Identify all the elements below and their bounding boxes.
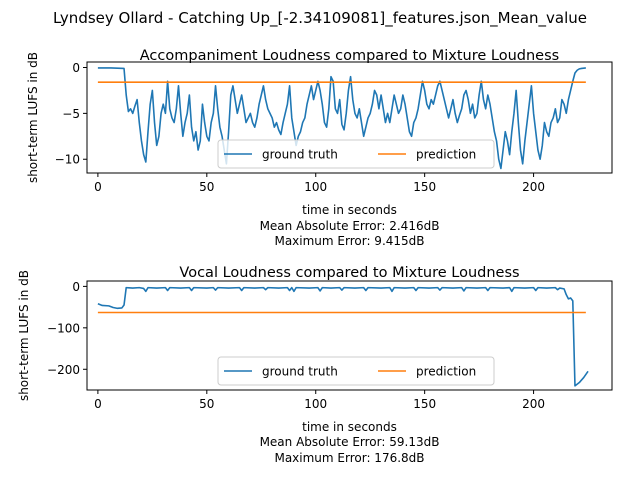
y-axis-label: short-term LUFS in dB xyxy=(26,52,40,183)
x-axis-label: time in seconds xyxy=(302,420,397,434)
plot-frame xyxy=(86,61,613,174)
y-tick-label: −200 xyxy=(47,363,80,377)
x-axis-label: time in seconds xyxy=(302,203,397,217)
mean-absolute-error: Mean Absolute Error: 59.13dB xyxy=(260,435,440,449)
maximum-error: Maximum Error: 9.415dB xyxy=(274,234,424,248)
figure-suptitle: Lyndsey Ollard - Catching Up_[-2.3410908… xyxy=(53,9,587,28)
legend: ground truth prediction xyxy=(217,356,495,386)
legend-box xyxy=(217,139,495,169)
y-axis-label: short-term LUFS in dB xyxy=(17,270,31,401)
chart-title: Vocal Loudness compared to Mixture Loudn… xyxy=(179,265,519,281)
x-tick-label: 50 xyxy=(199,180,214,194)
y-tick-label: −10 xyxy=(55,153,80,167)
series-line-ground-truth xyxy=(97,286,589,387)
x-tick-label: 200 xyxy=(522,180,545,194)
y-tick-label: 0 xyxy=(72,280,80,294)
y-tick-label: −100 xyxy=(47,321,80,335)
y-tick-label: 0 xyxy=(72,61,80,75)
legend-label-prediction: prediction xyxy=(416,148,476,162)
legend-label-prediction: prediction xyxy=(416,365,476,379)
x-tick-label: 150 xyxy=(413,397,436,411)
legend-label-ground-truth: ground truth xyxy=(262,148,338,162)
x-tick-label: 150 xyxy=(413,180,436,194)
legend: ground truth prediction xyxy=(217,139,495,169)
legend-label-ground-truth: ground truth xyxy=(262,365,338,379)
maximum-error: Maximum Error: 176.8dB xyxy=(274,451,424,465)
chart-vocal: Vocal Loudness compared to Mixture Loudn… xyxy=(17,265,613,465)
plot-frame xyxy=(86,280,613,391)
chart-title: Accompaniment Loudness compared to Mixtu… xyxy=(140,48,559,64)
legend-box xyxy=(217,356,495,386)
x-tick-label: 0 xyxy=(94,180,102,194)
series-line-ground-truth xyxy=(97,67,586,170)
x-tick-label: 0 xyxy=(94,397,102,411)
x-tick-label: 100 xyxy=(304,397,327,411)
mean-absolute-error: Mean Absolute Error: 2.416dB xyxy=(260,219,440,233)
x-tick-label: 50 xyxy=(199,397,214,411)
x-tick-label: 200 xyxy=(522,397,545,411)
chart-accompaniment: Accompaniment Loudness compared to Mixtu… xyxy=(26,48,613,248)
x-tick-label: 100 xyxy=(304,180,327,194)
y-tick-label: −5 xyxy=(62,107,80,121)
